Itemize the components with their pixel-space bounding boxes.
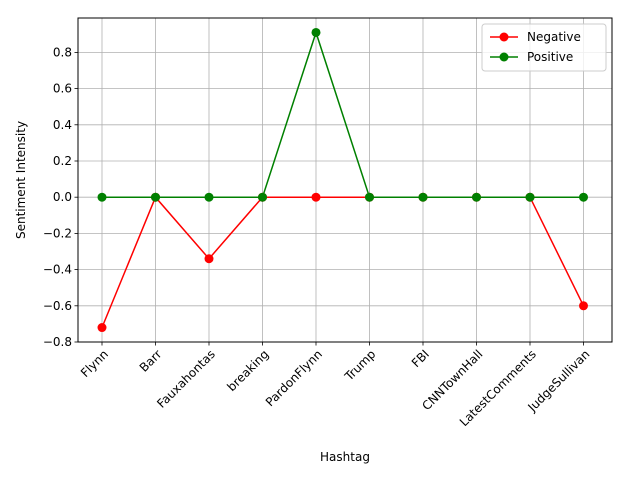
legend-frame bbox=[481, 23, 607, 72]
y-tick-label: 0.6 bbox=[53, 82, 72, 96]
positive-point bbox=[258, 192, 267, 202]
negative-point bbox=[97, 323, 107, 333]
x-tick-label: Barr bbox=[137, 347, 165, 375]
positive-point bbox=[97, 192, 107, 202]
positive-point bbox=[579, 192, 588, 202]
positive-point bbox=[204, 192, 214, 202]
legend-positive-marker bbox=[499, 52, 509, 62]
legend-negative-label: Negative bbox=[527, 30, 581, 44]
legend-negative-marker bbox=[499, 32, 509, 42]
x-tick-label: FBI bbox=[409, 347, 432, 370]
y-tick-label: 0.8 bbox=[53, 45, 72, 59]
y-tick-label: −0.2 bbox=[43, 226, 72, 240]
negative-point bbox=[204, 254, 214, 264]
legend: Negative Positive bbox=[481, 23, 607, 72]
x-axis-label: Hashtag bbox=[320, 450, 370, 464]
x-tick-label: Trump bbox=[341, 347, 378, 384]
negative-series-line bbox=[101, 195, 585, 328]
y-tick-label: −0.8 bbox=[43, 335, 72, 349]
legend-positive-label: Positive bbox=[527, 50, 573, 64]
positive-point bbox=[525, 192, 535, 202]
x-tick-label: Flynn bbox=[78, 347, 111, 380]
x-tick-label: PardonFlynn bbox=[263, 347, 325, 409]
negative-point bbox=[311, 192, 321, 202]
positive-point bbox=[365, 192, 374, 202]
positive-series-line bbox=[102, 30, 584, 198]
positive-point bbox=[311, 27, 321, 37]
y-tick-label: 0.4 bbox=[53, 118, 72, 132]
y-axis-ticks: −0.8 −0.6 −0.4 −0.2 0.0 0.2 0.4 0.6 0.8 bbox=[43, 45, 78, 349]
positive-point bbox=[472, 192, 481, 202]
y-tick-label: 0.2 bbox=[53, 154, 72, 168]
series-layer bbox=[97, 27, 588, 333]
y-tick-label: 0.0 bbox=[53, 190, 72, 204]
plot-frame bbox=[77, 17, 613, 343]
positive-point bbox=[151, 192, 160, 202]
x-tick-label: breaking bbox=[224, 347, 271, 394]
y-tick-label: −0.6 bbox=[43, 299, 72, 313]
negative-point bbox=[579, 301, 588, 311]
y-axis-label: Sentiment Intensity bbox=[14, 121, 28, 239]
y-tick-label: −0.4 bbox=[43, 263, 72, 277]
positive-point bbox=[418, 192, 428, 202]
